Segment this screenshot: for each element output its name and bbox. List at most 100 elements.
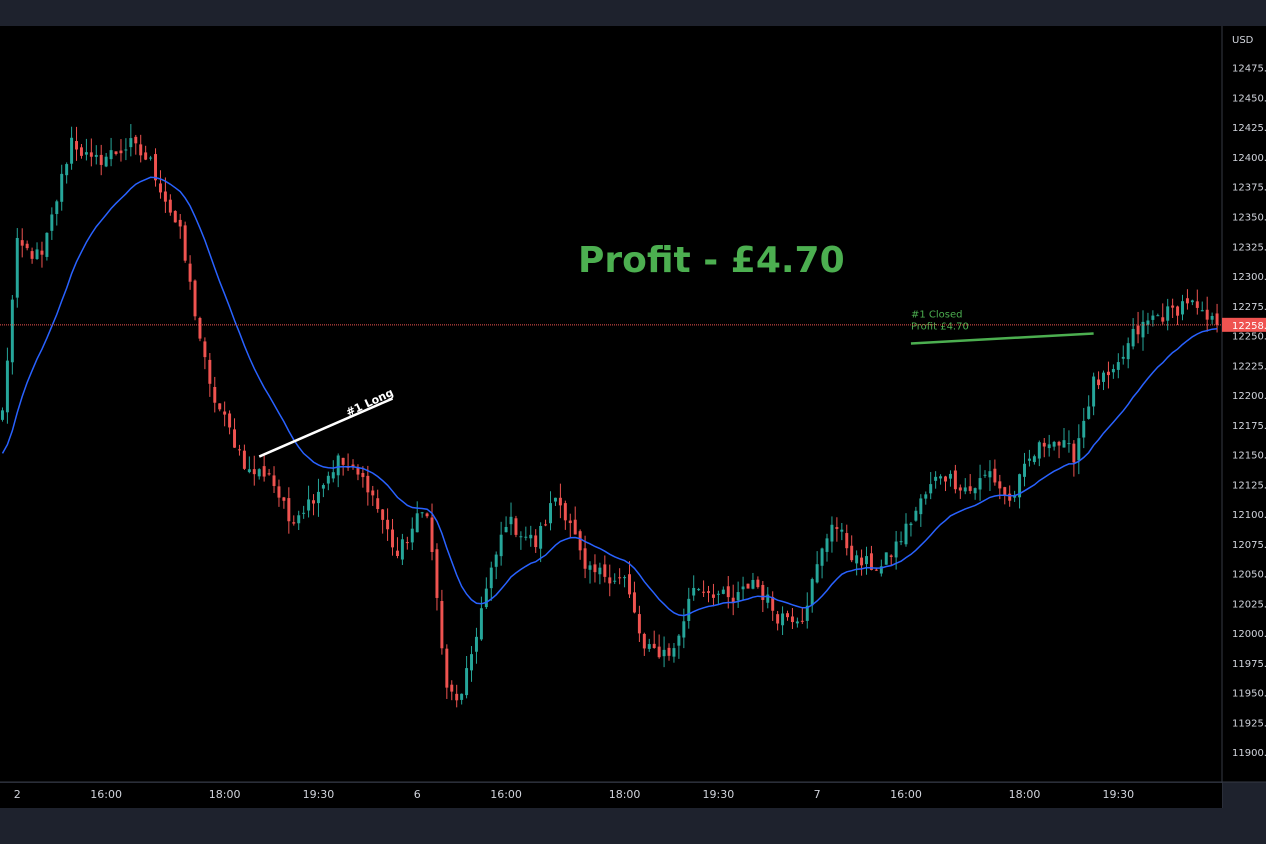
candle-body xyxy=(840,529,844,532)
candle-body xyxy=(361,472,365,478)
candlestick-series xyxy=(0,124,1219,708)
candle-body xyxy=(1116,362,1120,370)
candle-body xyxy=(479,608,483,640)
candle-body xyxy=(89,152,93,157)
price-tick-label: 12475.0 xyxy=(1232,64,1266,75)
candle-body xyxy=(0,410,4,420)
candle-body xyxy=(1003,487,1007,496)
price-tick-label: 12100.0 xyxy=(1232,510,1266,521)
exit-trade-profit-label: Profit £4.70 xyxy=(911,321,969,332)
candle-body xyxy=(1151,315,1155,320)
entry-trade-line xyxy=(258,397,394,458)
candle-body xyxy=(312,500,316,504)
price-tick-label: 12000.0 xyxy=(1232,629,1266,640)
time-tick-label: 16:00 xyxy=(890,788,922,801)
candle-body xyxy=(247,469,251,473)
candle-body xyxy=(35,249,39,260)
candle-body xyxy=(341,457,345,465)
candle-body xyxy=(455,693,459,701)
candle-body xyxy=(904,523,908,545)
candle-body xyxy=(70,137,74,164)
price-tick-label: 12225.0 xyxy=(1232,361,1266,372)
candle-body xyxy=(460,693,464,700)
candle-body xyxy=(761,584,765,600)
candle-body xyxy=(445,648,449,688)
candle-body xyxy=(371,490,375,496)
price-chart[interactable]: USD 12475.012450.012425.012400.012375.01… xyxy=(0,26,1266,808)
candle-body xyxy=(899,541,903,543)
candle-body xyxy=(139,144,143,156)
candle-body xyxy=(104,156,108,167)
candle-body xyxy=(302,512,306,514)
candle-body xyxy=(356,467,360,475)
candle-body xyxy=(1092,376,1096,407)
candle-body xyxy=(884,552,888,565)
candle-body xyxy=(642,633,646,649)
candle-body xyxy=(1156,315,1160,317)
candle-body xyxy=(1018,474,1022,498)
candle-body xyxy=(420,512,424,514)
candle-body xyxy=(5,360,9,413)
candle-body xyxy=(1176,306,1180,316)
candle-body xyxy=(539,525,543,549)
current-price-value: 12258.8 xyxy=(1232,321,1266,332)
candle-body xyxy=(835,527,839,529)
candle-body xyxy=(820,548,824,566)
candle-body xyxy=(593,564,597,573)
candle-body xyxy=(919,498,923,515)
candle-body xyxy=(628,574,631,595)
candle-body xyxy=(149,157,153,159)
candle-body xyxy=(391,529,395,548)
candle-body xyxy=(1146,320,1150,325)
candle-body xyxy=(751,579,755,589)
candle-body xyxy=(529,534,533,539)
candle-body xyxy=(484,588,488,608)
candle-body xyxy=(1141,321,1145,338)
candle-body xyxy=(154,154,158,181)
candle-body xyxy=(65,164,69,176)
candle-body xyxy=(1166,306,1170,321)
candle-body xyxy=(84,152,88,155)
candle-body xyxy=(869,553,873,570)
candle-body xyxy=(716,593,720,595)
candle-body xyxy=(94,154,98,157)
candle-body xyxy=(509,516,513,525)
candle-body xyxy=(272,475,276,487)
price-tick-label: 12175.0 xyxy=(1232,421,1266,432)
candle-body xyxy=(381,509,385,520)
candle-body xyxy=(257,469,261,477)
candle-body xyxy=(731,597,735,604)
candle-body xyxy=(99,154,103,165)
candle-body xyxy=(405,542,409,544)
candle-body xyxy=(316,491,320,504)
candle-body xyxy=(598,567,602,575)
candle-body xyxy=(1087,406,1091,419)
candle-body xyxy=(183,225,187,261)
candle-body xyxy=(776,614,780,624)
candle-body xyxy=(524,536,528,538)
candle-body xyxy=(233,429,237,448)
candle-body xyxy=(924,494,928,499)
candle-body xyxy=(998,481,1002,489)
candle-body xyxy=(297,515,301,524)
candle-body xyxy=(568,520,572,524)
candle-body xyxy=(1047,444,1051,449)
candle-body xyxy=(144,152,148,160)
candle-body xyxy=(771,596,775,611)
candle-body xyxy=(395,550,399,556)
candle-body xyxy=(815,564,819,583)
candle-body xyxy=(30,251,34,259)
candle-body xyxy=(1181,301,1184,315)
candle-body xyxy=(860,557,864,566)
candle-body xyxy=(874,569,878,571)
candle-body xyxy=(553,497,557,502)
candle-body xyxy=(178,219,182,227)
candle-body xyxy=(109,150,113,160)
candle-body xyxy=(20,240,24,246)
candle-body xyxy=(1121,356,1125,359)
candle-body xyxy=(652,643,656,649)
candle-body xyxy=(608,577,612,584)
candle-body xyxy=(825,538,829,552)
candle-body xyxy=(504,526,508,533)
candle-body xyxy=(134,136,138,144)
